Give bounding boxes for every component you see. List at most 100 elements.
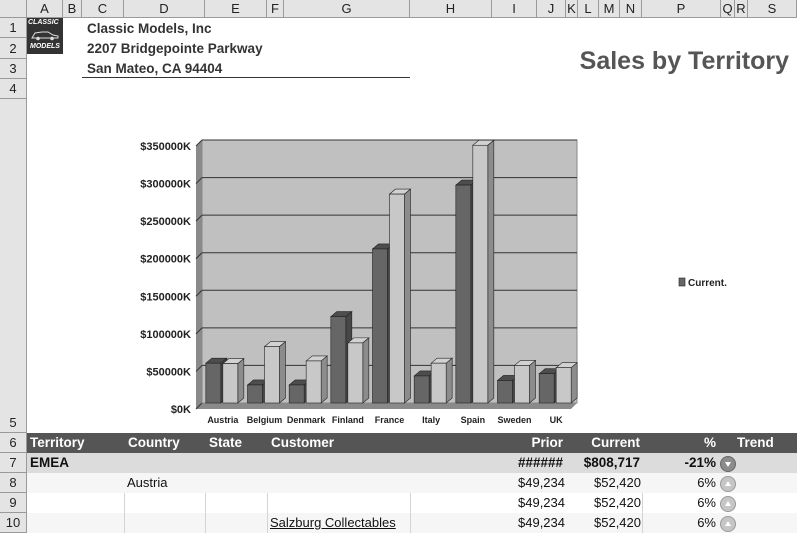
select-all-corner[interactable] [0,0,27,18]
row-current: $52,420 [594,515,641,530]
y-tick-label: $100000K [140,329,191,341]
header-customer: Customer [271,435,335,450]
gridline-depth [195,139,203,147]
grid-line [642,493,643,533]
y-tick-label: $350000K [140,141,191,153]
row-header-4[interactable]: 4 [0,79,27,99]
bar [430,362,447,404]
table-row [27,473,797,493]
col-header-b[interactable]: B [63,0,82,18]
col-header-c[interactable]: C [82,0,124,18]
bar [372,248,388,404]
customer-link[interactable]: Salzburg Collectables [270,515,396,530]
gridline-depth [195,365,203,372]
bar [555,367,572,404]
col-header-k[interactable]: K [566,0,578,18]
bar-side [404,188,411,404]
bar [247,384,263,404]
row-pct: 6% [697,495,716,510]
col-header-p[interactable]: P [642,0,721,18]
logo-text-bottom: MODELS [30,43,60,50]
col-header-h[interactable]: H [410,0,492,18]
bar-side [445,357,453,404]
grid-line [410,493,411,533]
col-header-d[interactable]: D [124,0,205,18]
trend-up-icon [720,516,736,532]
trend-up-icon [720,496,736,512]
row-prior: $49,234 [518,515,565,530]
x-tick-label: Spain [461,415,486,425]
bar [472,144,489,404]
header-current: Current [591,435,640,450]
col-header-i[interactable]: I [492,0,537,18]
row-header-8[interactable]: 8 [0,473,27,493]
x-tick-label: UK [550,415,563,425]
plot-side-wall [196,140,202,409]
col-header-q[interactable]: Q [721,0,735,18]
col-header-g[interactable]: G [284,0,410,18]
table-row [27,493,797,513]
row-header-10[interactable]: 10 [0,513,27,533]
row-header-9[interactable]: 9 [0,493,27,513]
col-header-a[interactable]: A [27,0,63,18]
bar [288,384,305,404]
col-header-n[interactable]: N [620,0,642,18]
x-tick-label: Belgium [247,415,283,425]
gridline-depth [195,402,203,410]
header-territory: Territory [30,435,85,450]
row-header-7[interactable]: 7 [0,453,27,473]
legend-swatch [678,277,686,287]
row-header-5[interactable]: 5 [0,99,27,433]
y-tick-label: $300000K [140,179,191,191]
table-header-row [27,433,797,453]
bar-side [487,139,495,404]
car-icon [31,31,59,41]
header-pct: % [703,435,716,450]
company-name: Classic Models, Inc [87,21,212,36]
company-city: San Mateo, CA 94404 [87,61,223,76]
bar [538,373,555,404]
bar [222,363,239,404]
bar [205,362,222,404]
plot-floor [196,403,577,409]
bar [413,375,430,404]
bar [389,193,405,404]
col-header-l[interactable]: L [578,0,599,18]
trend-down-icon [720,456,736,472]
row-header-2[interactable]: 2 [0,38,27,59]
y-tick-label: $50000K [146,366,191,378]
y-tick-label: $0K [171,404,191,416]
col-header-m[interactable]: M [599,0,620,18]
col-header-e[interactable]: E [205,0,267,18]
row-header-3[interactable]: 3 [0,59,27,79]
x-tick-label: Italy [422,415,440,425]
bar-side [279,341,286,404]
y-tick-label: $150000K [140,291,191,303]
bar [330,316,347,404]
grid-line [205,493,206,533]
bar-side [237,357,245,404]
x-tick-label: Finland [332,415,364,425]
legend-label: Current. [688,278,727,289]
bar-side [320,355,328,404]
grid-line [267,493,268,533]
header-country: Country [128,435,180,450]
row-header-6[interactable]: 6 [0,433,27,453]
group-prior: ###### [517,455,563,470]
x-tick-label: Austria [207,415,239,425]
col-header-r[interactable]: R [735,0,748,18]
col-header-j[interactable]: J [537,0,566,18]
col-header-f[interactable]: F [267,0,284,18]
x-tick-label: Sweden [497,415,531,425]
row-header-1[interactable]: 1 [0,18,27,38]
group-row-emea [27,453,797,473]
address-underline [82,77,410,78]
header-trend: Trend [737,435,774,450]
bar [514,365,530,404]
row-prior: $49,234 [518,475,565,490]
bar [347,342,364,404]
y-tick-label: $200000K [140,254,191,266]
x-tick-label: France [375,415,405,425]
sales-chart: $0K $50000K $100000K $150000K $200000K $25000… [140,139,727,425]
col-header-s[interactable]: S [748,0,797,18]
